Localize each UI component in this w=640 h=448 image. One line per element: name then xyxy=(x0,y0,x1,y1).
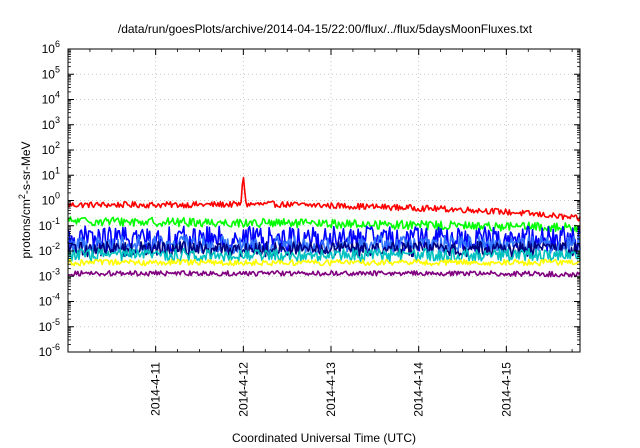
x-axis-label: Coordinated Universal Time (UTC) xyxy=(232,431,416,445)
y-tick-label-exp: -6 xyxy=(52,342,60,352)
y-tick-label-base: 10 xyxy=(42,118,56,132)
y-tick-label-exp: -4 xyxy=(52,292,60,302)
x-axis: 2014-4-11 2014-4-12 2014-4-13 2014-4-14 2014… xyxy=(89,49,573,417)
series-line xyxy=(67,240,581,258)
series-group xyxy=(67,176,581,278)
y-tick-label-exp: 6 xyxy=(55,39,60,49)
y-tick-label: 100 xyxy=(42,191,60,208)
series-line xyxy=(68,270,581,278)
y-tick-label-base: 10 xyxy=(39,244,53,258)
y-tick-label-base: 10 xyxy=(42,67,56,81)
y-tick-label-base: 10 xyxy=(39,320,53,334)
y-tick-label-base: 10 xyxy=(39,269,53,283)
y-tick-label: 10-4 xyxy=(39,292,60,309)
y-tick-label-base: 10 xyxy=(39,219,53,233)
y-tick-label-exp: -2 xyxy=(52,241,60,251)
y-tick-label-exp: -1 xyxy=(52,216,60,226)
y-axis-label-base: protons/cm xyxy=(19,199,33,258)
y-tick-label-exp: -3 xyxy=(52,266,60,276)
y-tick-label: 101 xyxy=(42,165,60,182)
x-tick-label: 2014-4-15 xyxy=(499,362,513,417)
grid xyxy=(68,49,580,352)
y-tick-label: 106 xyxy=(42,39,60,56)
y-tick-label-base: 10 xyxy=(42,93,56,107)
y-tick-label-exp: 3 xyxy=(55,115,60,125)
series-line xyxy=(67,216,581,233)
y-tick-label-exp: 4 xyxy=(55,90,60,100)
y-tick-label-exp: -5 xyxy=(52,317,60,327)
y-tick-label: 10-1 xyxy=(39,216,60,233)
y-tick-label: 104 xyxy=(42,90,60,107)
y-tick-label-base: 10 xyxy=(42,42,56,56)
series-line xyxy=(67,258,581,267)
x-tick-label: 2014-4-11 xyxy=(149,362,163,416)
y-tick-label-exp: 1 xyxy=(55,165,60,175)
series-line xyxy=(67,247,581,263)
y-tick-label-exp: 0 xyxy=(55,191,60,201)
y-tick-label: 10-3 xyxy=(39,266,60,283)
series-line xyxy=(67,176,581,222)
y-tick-label: 103 xyxy=(42,115,60,132)
y-tick-label: 10-5 xyxy=(39,317,60,334)
y-tick-label: 10-6 xyxy=(39,342,60,359)
y-tick-label: 105 xyxy=(42,64,60,81)
y-tick-label: 10-2 xyxy=(39,241,60,258)
y-tick-label-base: 10 xyxy=(39,295,53,309)
y-axis-label-sup: 2 xyxy=(17,194,27,199)
y-tick-label-exp: 5 xyxy=(55,64,60,74)
y-tick-label: 102 xyxy=(42,140,60,157)
y-tick-label-base: 10 xyxy=(42,168,56,182)
y-tick-label-base: 10 xyxy=(39,345,53,359)
y-tick-label-exp: 2 xyxy=(55,140,60,150)
chart-title: /data/run/goesPlots/archive/2014-04-15/2… xyxy=(118,22,533,36)
x-tick-label: 2014-4-12 xyxy=(236,362,250,417)
y-tick-label-base: 10 xyxy=(42,143,56,157)
y-axis: 10-610-510-410-310-210-11001011021031041… xyxy=(39,39,580,359)
y-axis-label-rest: -s-sr-MeV xyxy=(19,141,33,194)
y-axis-label: protons/cm2-s-sr-MeV xyxy=(17,141,33,258)
y-tick-label-base: 10 xyxy=(42,194,56,208)
x-tick-label: 2014-4-13 xyxy=(324,362,338,417)
x-tick-label: 2014-4-14 xyxy=(412,362,426,417)
